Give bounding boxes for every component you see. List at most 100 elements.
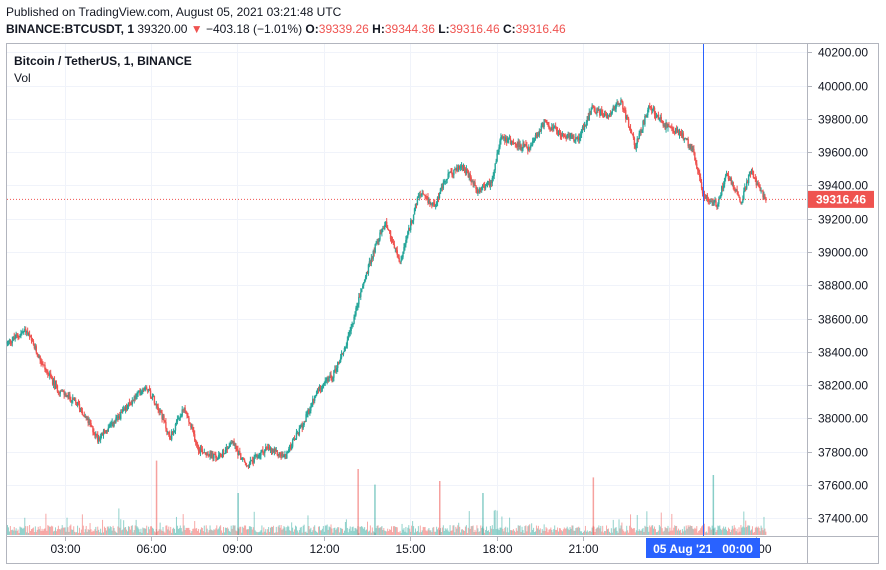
candle-body: [520, 144, 522, 149]
volume-bar: [402, 529, 404, 535]
volume-bar: [404, 531, 406, 535]
volume-bar: [428, 528, 430, 535]
candle-body: [543, 119, 545, 127]
volume-bar: [365, 530, 367, 535]
candle-body: [271, 449, 274, 452]
volume-bar: [165, 525, 167, 535]
volume-bar: [8, 531, 10, 535]
candle-body: [623, 109, 625, 111]
volume-bars: [7, 460, 767, 535]
candle-body: [177, 418, 180, 420]
volume-bar: [309, 529, 311, 535]
volume-bar: [154, 532, 156, 535]
candle-body: [207, 454, 209, 456]
candle-body: [525, 144, 527, 146]
candle-body: [180, 415, 182, 417]
candle-body: [41, 362, 43, 365]
candle-body: [613, 106, 615, 110]
candle-body: [393, 244, 396, 249]
candle-body: [629, 128, 632, 131]
candle-body: [345, 345, 348, 348]
candle-body: [412, 214, 415, 221]
candle-body: [384, 224, 386, 229]
volume-bar: [467, 527, 469, 535]
candle-body: [564, 136, 566, 138]
candle-body: [398, 257, 400, 262]
volume-bar: [635, 530, 637, 535]
volume-bar: [621, 522, 623, 535]
volume-bar: [88, 529, 90, 535]
candle-body: [545, 120, 547, 123]
candles: [6, 97, 767, 470]
volume-bar: [42, 530, 44, 535]
candle-body: [303, 421, 305, 426]
price-tick-label: 38800.00: [818, 279, 868, 293]
volume-bar: [344, 522, 346, 535]
volume-bar: [484, 532, 486, 535]
candle-body: [516, 145, 518, 147]
volume-bar: [388, 531, 390, 535]
volume-bar: [544, 530, 546, 535]
candle-body: [622, 102, 624, 110]
candle-body: [109, 424, 111, 427]
volume-bar: [421, 530, 423, 535]
candle-body: [674, 132, 676, 134]
candle-body: [615, 103, 617, 109]
candle-body: [682, 133, 685, 139]
volume-bar: [216, 525, 218, 535]
candle-body: [356, 306, 358, 308]
candle-body: [323, 383, 325, 385]
candle-body: [633, 137, 636, 146]
candle-body: [368, 261, 371, 265]
candle-body: [685, 138, 687, 140]
volume-bar: [734, 527, 736, 535]
candle-body: [196, 444, 199, 447]
candle-body: [133, 396, 135, 401]
candle-body: [529, 147, 531, 149]
candle-body: [242, 457, 244, 459]
volume-bar: [200, 527, 202, 535]
volume-bar: [619, 528, 621, 535]
candle-body: [350, 326, 352, 331]
candle-body: [228, 446, 230, 448]
candle-body: [55, 383, 58, 386]
price-axis[interactable]: 37400.0037600.0037800.0038000.0038200.00…: [807, 46, 868, 526]
candle-body: [72, 397, 74, 401]
volume-bar: [502, 528, 504, 535]
volume-bar: [297, 532, 299, 535]
candle-body: [550, 129, 552, 131]
volume-bar: [685, 525, 687, 535]
candle-body: [669, 126, 671, 128]
candle-body: [294, 438, 297, 441]
candle-body: [154, 403, 157, 406]
volume-bar: [122, 529, 124, 535]
volume-bar: [486, 526, 488, 535]
volume-spike: [439, 481, 441, 535]
candle-body: [506, 137, 508, 143]
candle-body: [254, 455, 256, 457]
candle-body: [236, 448, 238, 450]
volume-bar: [250, 526, 252, 535]
candle-body: [442, 182, 445, 189]
candle-body: [184, 407, 186, 411]
volume-bar: [255, 531, 257, 535]
volume-bar: [550, 527, 552, 535]
volume-bar: [258, 532, 260, 535]
volume-bar: [364, 527, 366, 535]
volume-bar: [171, 532, 173, 535]
candle-body: [630, 130, 633, 134]
candle-body: [458, 165, 460, 171]
volume-bar: [212, 530, 214, 535]
volume-bar: [103, 526, 105, 535]
candle-body: [482, 184, 485, 186]
candle-body: [302, 425, 304, 429]
time-tick-label: 03:00: [50, 542, 80, 556]
volume-bar: [723, 526, 725, 535]
candle-body: [763, 195, 765, 198]
volume-bar: [162, 527, 164, 535]
volume-bar: [80, 529, 82, 535]
candle-body: [161, 412, 163, 419]
candle-body: [647, 109, 649, 116]
